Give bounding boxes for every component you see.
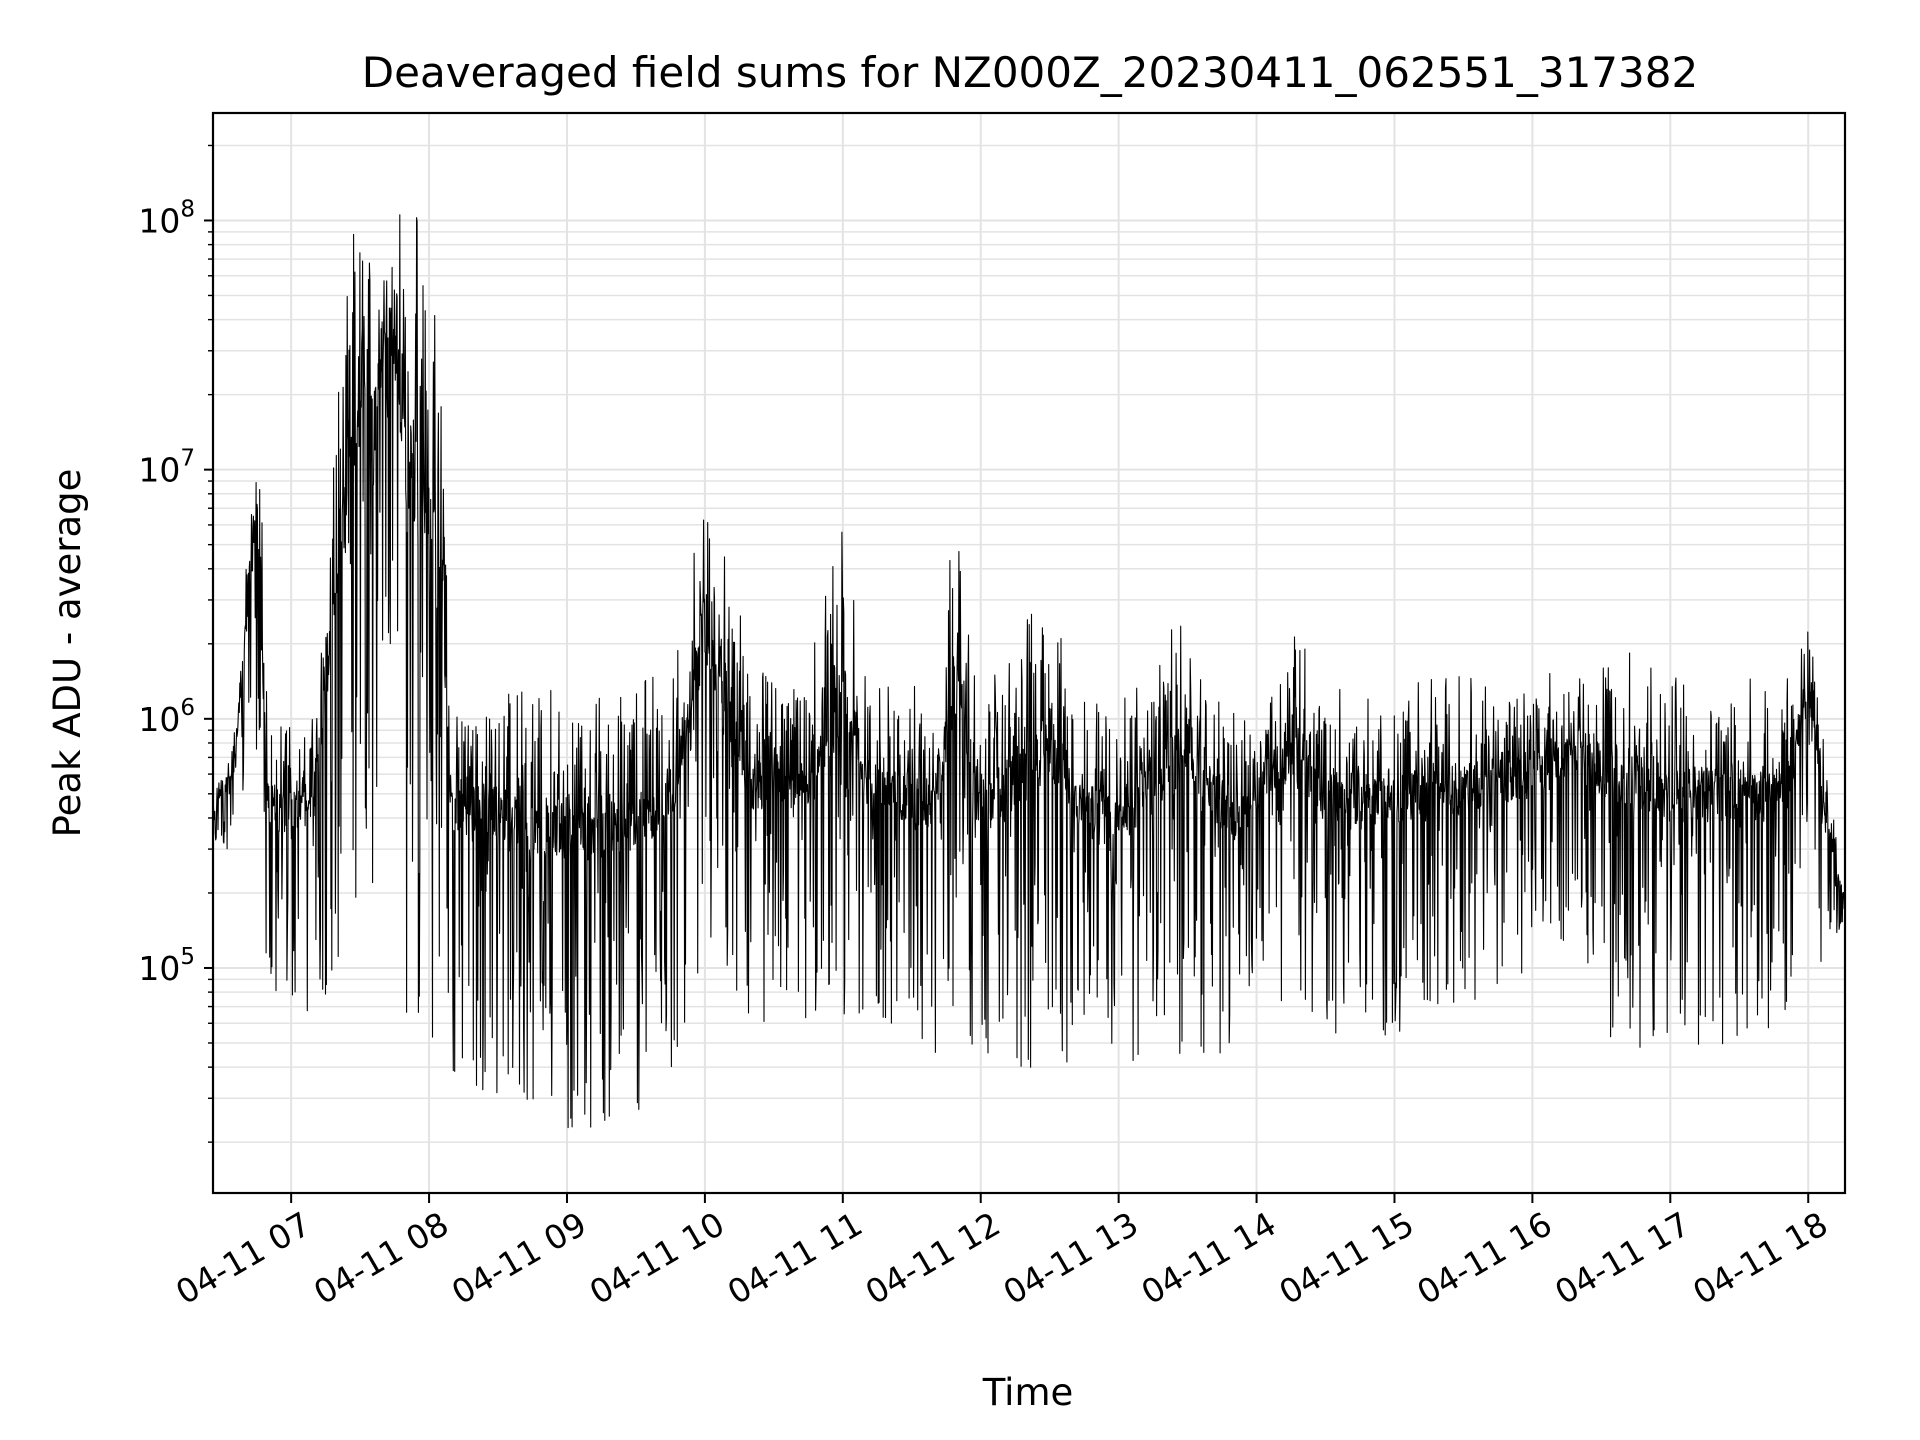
y-tick-label: 107: [138, 446, 195, 490]
x-axis-label: Time: [982, 1371, 1074, 1414]
plot-frame: [211, 111, 1847, 1195]
y-axis: 105 106 107 108: [138, 144, 213, 1143]
y-tick-label: 108: [138, 196, 195, 240]
y-tick-label: 105: [138, 944, 195, 988]
grid-lines: [213, 113, 1845, 1193]
series-line: [212, 214, 1846, 1129]
series-area: [212, 214, 1846, 1129]
chart-title: Deaveraged field sums for NZ000Z_2023041…: [362, 48, 1698, 97]
y-tick-label: 106: [138, 695, 195, 739]
y-axis-label: Peak ADU - average: [46, 469, 89, 838]
